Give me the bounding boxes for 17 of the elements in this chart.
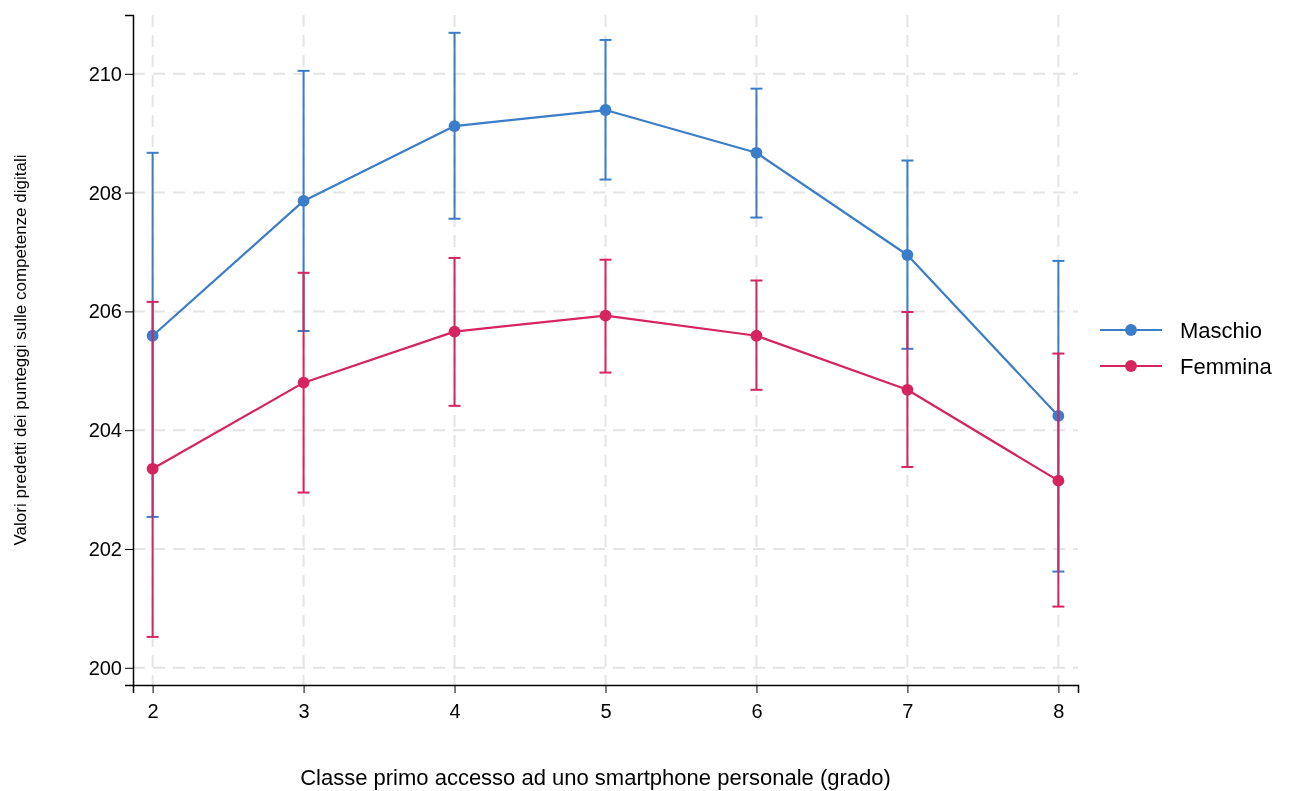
y-axis-title: Valori predetti dei punteggi sulle competenze digitali bbox=[11, 154, 30, 546]
y-tick-label: 202 bbox=[88, 537, 122, 560]
legend-label: Maschio bbox=[1180, 317, 1262, 343]
y-tick-label: 204 bbox=[88, 419, 122, 442]
x-tick-label: 3 bbox=[298, 700, 310, 722]
x-tick-label: 6 bbox=[751, 700, 763, 722]
x-tick-label: 5 bbox=[600, 700, 612, 722]
x-tick-label: 7 bbox=[902, 700, 914, 722]
y-tick-label: 206 bbox=[88, 300, 122, 323]
x-tick-label: 8 bbox=[1053, 700, 1065, 722]
x-axis-title: Classe primo accesso ad uno smartphone personale (grado) bbox=[300, 765, 891, 790]
y-tick-label: 210 bbox=[88, 62, 122, 85]
y-tick-label: 208 bbox=[88, 181, 122, 204]
legend-label: Femmina bbox=[1180, 353, 1273, 379]
x-tick-label: 4 bbox=[449, 700, 461, 722]
y-tick-label: 200 bbox=[88, 656, 122, 679]
x-tick-label: 2 bbox=[147, 700, 159, 722]
